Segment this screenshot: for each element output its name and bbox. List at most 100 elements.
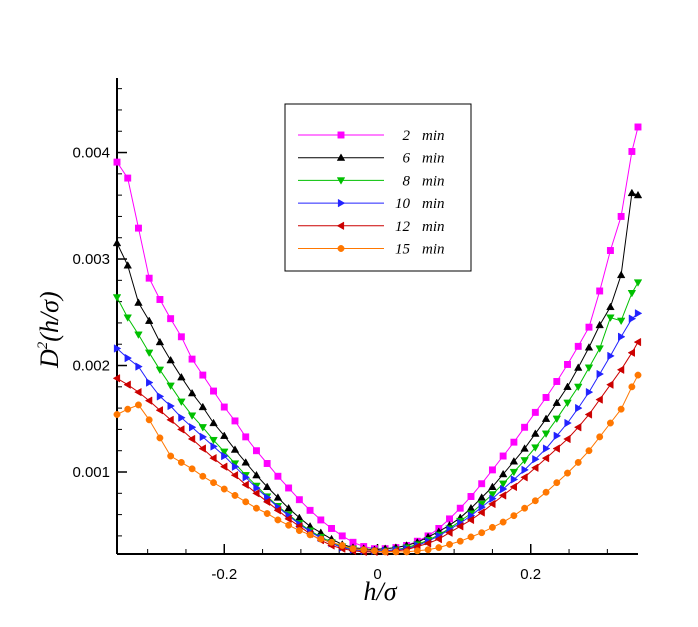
data-point (155, 366, 165, 375)
data-point (198, 444, 206, 453)
data-point (167, 452, 175, 460)
data-point (178, 413, 186, 422)
data-point (370, 547, 378, 555)
legend-entry: 15 min (298, 242, 445, 258)
data-point (478, 502, 487, 512)
legend-label-value: 8 (403, 173, 411, 189)
legend-label-value: 15 (395, 242, 411, 258)
data-point (199, 472, 207, 480)
data-point (187, 434, 196, 444)
data-point (263, 460, 271, 467)
data-point (628, 314, 637, 323)
data-point (112, 294, 122, 302)
data-point (606, 314, 615, 322)
data-point (606, 419, 614, 427)
data-point (135, 224, 142, 232)
y-tick-label: 0.001 (72, 464, 110, 481)
data-point (231, 462, 240, 471)
data-point (488, 491, 497, 499)
data-point (156, 434, 164, 442)
data-point (155, 337, 165, 346)
legend-entry: 12 min (298, 219, 445, 235)
data-point (595, 320, 604, 329)
data-point (584, 410, 593, 419)
data-point (167, 315, 175, 323)
data-point (521, 465, 529, 475)
data-point (531, 444, 540, 452)
x-tick-label: 0.2 (520, 566, 541, 583)
data-point (187, 412, 197, 420)
data-point (360, 546, 368, 554)
data-point (295, 527, 303, 535)
data-point (563, 382, 572, 390)
data-point (317, 516, 325, 524)
legend-label-value: 2 (403, 128, 411, 144)
data-point (144, 349, 154, 358)
data-point (338, 532, 346, 540)
data-point (435, 544, 443, 552)
data-point (220, 431, 229, 439)
x-tick-label: -0.2 (211, 566, 237, 583)
data-point (553, 479, 561, 487)
legend-label-unit: min (422, 173, 445, 189)
data-point (167, 401, 175, 411)
legend-marker (337, 131, 345, 139)
legend-label-unit: min (422, 151, 445, 167)
data-point (596, 433, 604, 441)
data-point (177, 333, 185, 341)
data-point (274, 472, 282, 480)
data-point (306, 506, 314, 514)
y-tick-label: 0.002 (72, 358, 110, 375)
data-point (134, 298, 143, 306)
data-point (477, 508, 485, 517)
data-point (509, 468, 519, 477)
data-point (633, 337, 642, 347)
data-point (166, 382, 175, 391)
data-point (595, 345, 604, 353)
data-point (499, 452, 507, 460)
series-6 (113, 371, 642, 556)
data-point (521, 423, 529, 431)
data-point (488, 466, 496, 474)
data-point (230, 470, 239, 480)
legend-entry: 6 min (298, 151, 445, 167)
data-point (489, 494, 497, 503)
data-point (284, 503, 293, 512)
data-point (306, 531, 314, 539)
x-tick-label: 0 (373, 566, 381, 583)
data-point (166, 355, 175, 364)
legend-entry: 8 min (298, 173, 445, 189)
data-point (595, 395, 603, 404)
legend-label-value: 10 (395, 196, 411, 212)
data-point (531, 408, 539, 416)
data-point (510, 512, 518, 520)
data-point (616, 317, 626, 326)
data-point (210, 442, 218, 451)
data-point (552, 398, 562, 406)
data-point (274, 516, 282, 524)
data-point (585, 387, 594, 397)
legend-label-unit: min (422, 242, 445, 258)
data-point (349, 545, 357, 553)
data-point (633, 279, 643, 287)
data-point (445, 528, 453, 537)
data-point (627, 348, 635, 357)
data-point (220, 403, 228, 411)
y-axis-title: D2(h/σ) (35, 291, 64, 369)
data-point (499, 518, 507, 526)
data-point (134, 387, 142, 397)
data-point (531, 497, 539, 505)
data-point (531, 463, 539, 472)
svg-text:D2(h/σ): D2(h/σ) (35, 291, 64, 369)
data-point (552, 415, 562, 424)
data-point (456, 537, 464, 545)
data-point (575, 403, 583, 413)
data-point (231, 491, 239, 499)
data-point (252, 447, 260, 455)
legend-label-unit: min (422, 196, 445, 212)
data-point (177, 398, 186, 407)
legend-box (284, 103, 472, 272)
data-point (498, 480, 508, 489)
data-point (574, 458, 582, 466)
data-point (220, 448, 229, 457)
